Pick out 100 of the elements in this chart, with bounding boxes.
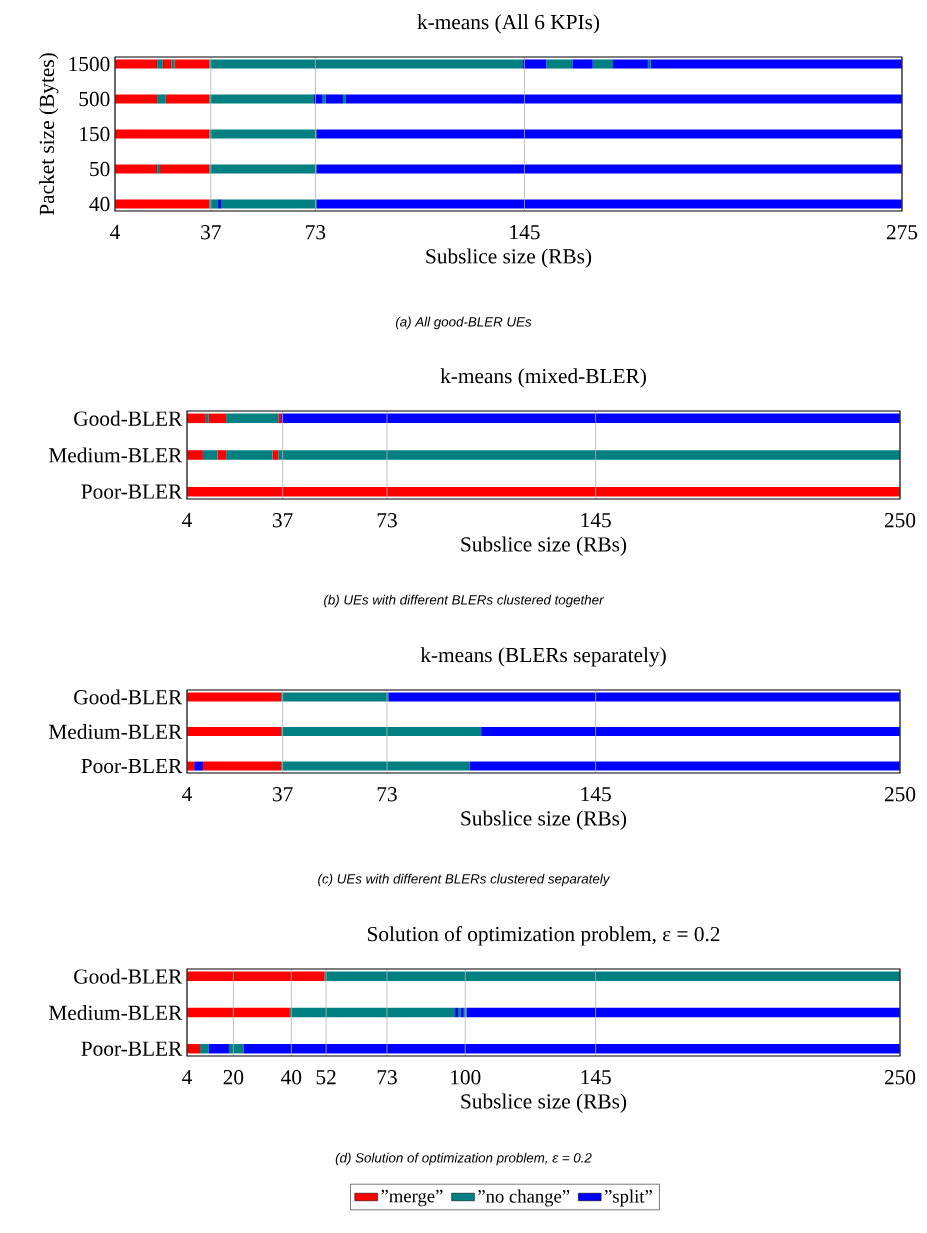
legend-label: ”split” xyxy=(604,1189,652,1207)
x-tick-label: 275 xyxy=(886,225,918,240)
bar xyxy=(342,94,346,104)
bar xyxy=(162,59,172,69)
bar xyxy=(278,413,282,424)
x-tick-label: 250 xyxy=(884,1070,916,1085)
y-tick-label: Poor-BLER xyxy=(81,1041,183,1056)
bar xyxy=(229,1044,244,1054)
x-tick-label: 4 xyxy=(182,513,192,528)
bar xyxy=(523,59,547,69)
bar xyxy=(115,129,210,139)
y-tick-label: Medium-BLER xyxy=(48,1004,183,1020)
y-tick-label: Good-BLER xyxy=(74,968,183,984)
bar xyxy=(647,59,651,69)
x-axis-title: Subslice size (RBs) xyxy=(461,810,627,830)
y-tick-label: Medium-BLER xyxy=(48,723,183,739)
x-axis-title: Subslice size (RBs) xyxy=(461,1093,627,1113)
bar xyxy=(217,450,227,460)
bar xyxy=(165,94,210,104)
bar xyxy=(272,450,279,460)
x-tick-label: 145 xyxy=(510,225,540,240)
bar xyxy=(208,1044,230,1054)
bar xyxy=(345,94,902,104)
bar xyxy=(208,413,227,424)
legend-label: ”no change” xyxy=(478,1189,570,1207)
x-tick-label: 37 xyxy=(273,787,293,802)
x-tick-label: 4 xyxy=(110,225,120,240)
bar xyxy=(115,94,158,104)
y-axis-title: Packet size (Bytes) xyxy=(39,53,59,216)
x-tick-label: 73 xyxy=(377,513,397,528)
x-tick-label: 73 xyxy=(306,225,326,240)
bar xyxy=(209,94,314,104)
bar xyxy=(157,59,163,69)
bar xyxy=(281,761,470,771)
bar xyxy=(650,59,902,69)
bar xyxy=(209,164,317,174)
bar xyxy=(160,164,210,174)
bar xyxy=(187,727,282,736)
y-tick-label: 40 xyxy=(89,196,110,212)
x-tick-label: 20 xyxy=(223,1070,244,1085)
text: (b) UEs with different BLERs clustered together xyxy=(324,594,604,608)
bar xyxy=(243,1044,900,1054)
x-tick-label: 145 xyxy=(581,787,611,802)
bar xyxy=(322,94,326,104)
y-tick-label: 1500 xyxy=(69,56,110,72)
bar xyxy=(157,164,161,174)
bar xyxy=(281,692,389,702)
bar xyxy=(325,94,343,104)
bar xyxy=(226,413,279,424)
y-tick-label: Poor-BLER xyxy=(81,758,183,774)
x-tick-label: 4 xyxy=(182,1070,192,1085)
bar xyxy=(205,413,209,424)
y-tick-label: Good-BLER xyxy=(74,689,183,705)
bar xyxy=(572,59,593,69)
bar xyxy=(187,413,206,424)
y-tick-label: 50 xyxy=(90,161,110,177)
bar xyxy=(187,1007,290,1018)
bar xyxy=(316,164,902,174)
text: (d) Solution of optimization problem, ε = 0.2 xyxy=(335,1152,592,1166)
x-tick-label: 40 xyxy=(281,1070,302,1085)
bar xyxy=(194,761,203,771)
chart-title: k-means (BLERs separately) xyxy=(420,647,666,667)
x-tick-label: 250 xyxy=(884,787,916,802)
y-tick-label: Good-BLER xyxy=(74,410,183,426)
bar xyxy=(209,129,317,139)
x-tick-label: 145 xyxy=(581,1070,611,1085)
bar xyxy=(187,486,900,497)
chart-title: Solution of optimization problem, ε = 0.2 xyxy=(367,926,720,946)
y-tick-label: Poor-BLER xyxy=(81,484,183,499)
bar xyxy=(281,727,482,736)
bar xyxy=(157,94,166,104)
x-tick-label: 73 xyxy=(377,787,397,802)
legend-label: ”merge” xyxy=(381,1189,443,1207)
y-tick-label: Medium-BLER xyxy=(48,447,183,463)
bar xyxy=(289,1007,456,1018)
bar xyxy=(187,450,203,460)
bar xyxy=(115,59,158,69)
bar xyxy=(226,450,273,460)
bar xyxy=(171,59,175,69)
bar xyxy=(115,199,210,209)
y-tick-label: 500 xyxy=(79,91,110,107)
bar xyxy=(209,199,219,209)
bar xyxy=(281,413,900,424)
y-tick-label: 150 xyxy=(80,126,110,142)
bar xyxy=(481,727,900,736)
bar xyxy=(174,59,210,69)
text: (a) All good-BLER UEs xyxy=(395,316,532,330)
chart-title: k-means (All 6 KPIs) xyxy=(417,14,600,34)
bar xyxy=(546,59,573,69)
bar xyxy=(316,129,902,139)
bar xyxy=(115,164,158,174)
chart-title: k-means (mixed-BLER) xyxy=(440,368,646,388)
x-tick-label: 145 xyxy=(581,513,611,528)
bar xyxy=(466,1007,900,1018)
bar xyxy=(278,450,900,460)
bar xyxy=(209,59,524,69)
bar xyxy=(316,199,902,209)
bar xyxy=(218,199,221,209)
bar xyxy=(202,450,218,460)
x-tick-label: 73 xyxy=(377,1070,397,1085)
